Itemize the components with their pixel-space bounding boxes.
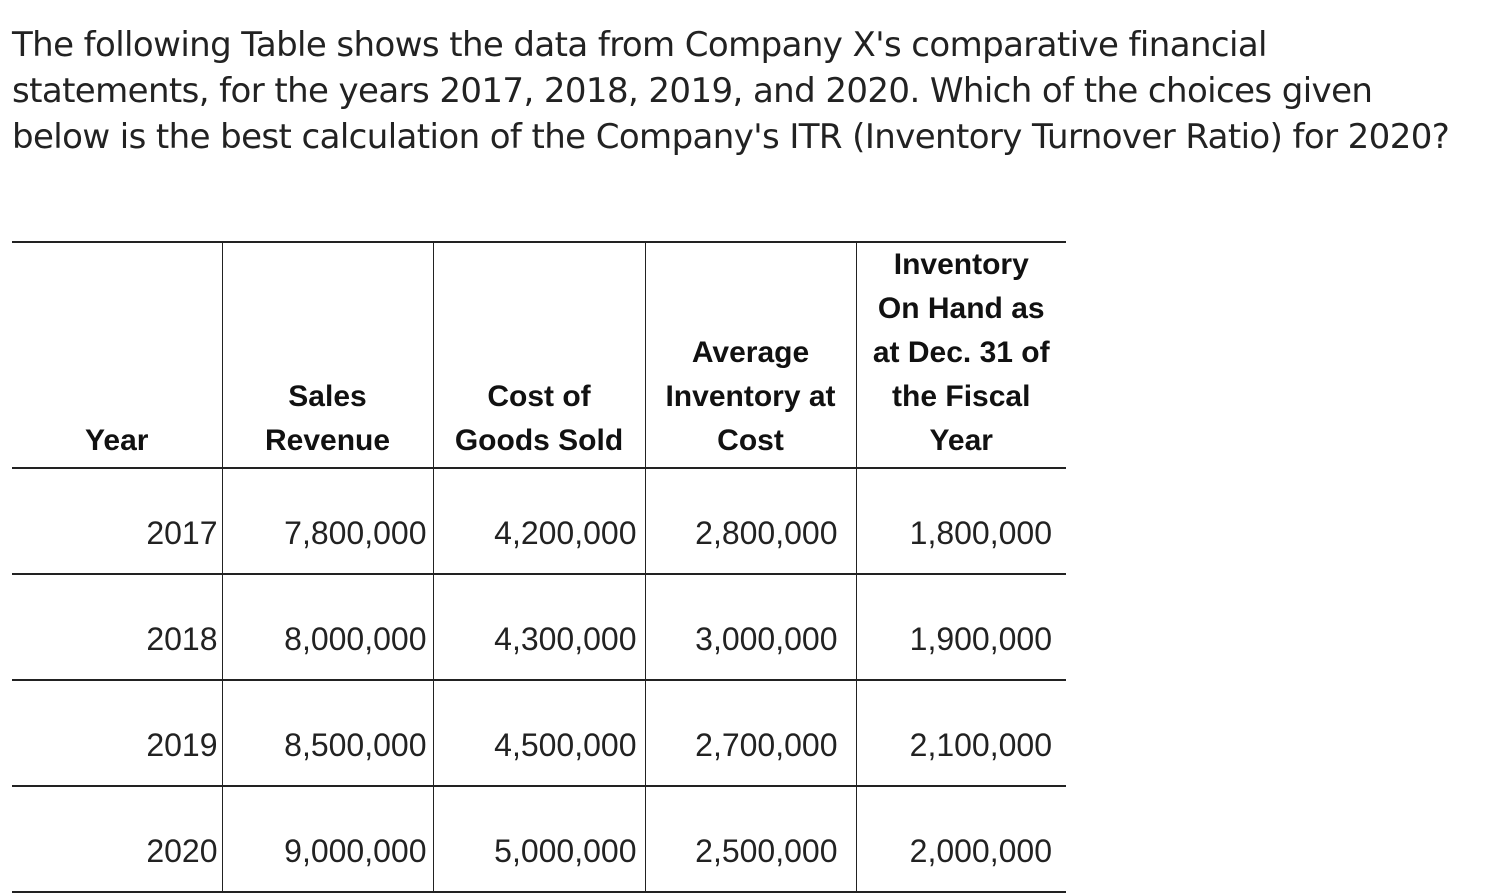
- header-sales-revenue: Sales Revenue: [221, 241, 433, 469]
- cell-sales-revenue: 9,000,000: [221, 786, 433, 893]
- table-row: 2019 8,500,000 4,500,000 2,700,000 2,100…: [12, 680, 1066, 787]
- cell-year: 2019: [12, 680, 222, 787]
- header-sales-revenue-line: Revenue: [264, 424, 391, 457]
- cell-year: 2020: [12, 786, 222, 893]
- financial-data-table-container: Year Sales Revenue Cost of Goods Sold Av…: [12, 241, 1066, 893]
- header-cost-of-goods-sold-line: Cost of: [487, 380, 591, 413]
- table-row: 2020 9,000,000 5,000,000 2,500,000 2,000…: [12, 786, 1066, 893]
- header-inventory-on-hand: Inventory On Hand as at Dec. 31 of the F…: [855, 241, 1066, 469]
- header-inventory-on-hand-line: at Dec. 31 of: [872, 336, 1050, 369]
- header-average-inventory-line: Average: [691, 336, 810, 369]
- cell-average-inventory: 2,700,000: [644, 680, 856, 787]
- financial-data-table: Year Sales Revenue Cost of Goods Sold Av…: [12, 241, 1066, 893]
- cell-cost-of-goods-sold: 4,300,000: [432, 574, 645, 681]
- header-cost-of-goods-sold: Cost of Goods Sold: [432, 241, 645, 469]
- header-year: Year: [12, 241, 222, 469]
- cell-inventory-on-hand: 1,800,000: [855, 468, 1066, 575]
- header-inventory-on-hand-line: the Fiscal: [892, 380, 1031, 413]
- cell-cost-of-goods-sold: 5,000,000: [432, 786, 645, 893]
- question-text: The following Table shows the data from …: [12, 25, 1450, 157]
- cell-average-inventory: 2,500,000: [644, 786, 856, 893]
- cell-sales-revenue: 8,000,000: [221, 574, 433, 681]
- cell-cost-of-goods-sold: 4,200,000: [432, 468, 645, 575]
- header-average-inventory: Average Inventory at Cost: [644, 241, 856, 469]
- cell-sales-revenue: 8,500,000: [221, 680, 433, 787]
- cell-inventory-on-hand: 2,000,000: [855, 786, 1066, 893]
- header-year-line: Year: [85, 424, 149, 457]
- cell-inventory-on-hand: 2,100,000: [855, 680, 1066, 787]
- table-row: 2018 8,000,000 4,300,000 3,000,000 1,900…: [12, 574, 1066, 681]
- header-sales-revenue-line: Sales: [288, 380, 367, 413]
- cell-average-inventory: 2,800,000: [644, 468, 856, 575]
- header-cost-of-goods-sold-line: Goods Sold: [454, 424, 624, 457]
- header-inventory-on-hand-line: Inventory: [893, 248, 1029, 281]
- cell-year: 2017: [12, 468, 222, 575]
- cell-sales-revenue: 7,800,000: [221, 468, 433, 575]
- cell-average-inventory: 3,000,000: [644, 574, 856, 681]
- cell-inventory-on-hand: 1,900,000: [855, 574, 1066, 681]
- table-header-row: Year Sales Revenue Cost of Goods Sold Av…: [12, 241, 1066, 469]
- header-average-inventory-line: Inventory at: [665, 380, 836, 413]
- header-inventory-on-hand-line: Year: [929, 424, 993, 457]
- table-row: 2017 7,800,000 4,200,000 2,800,000 1,800…: [12, 468, 1066, 575]
- cell-year: 2018: [12, 574, 222, 681]
- header-average-inventory-line: Cost: [717, 424, 784, 457]
- cell-cost-of-goods-sold: 4,500,000: [432, 680, 645, 787]
- header-inventory-on-hand-line: On Hand as: [877, 292, 1045, 325]
